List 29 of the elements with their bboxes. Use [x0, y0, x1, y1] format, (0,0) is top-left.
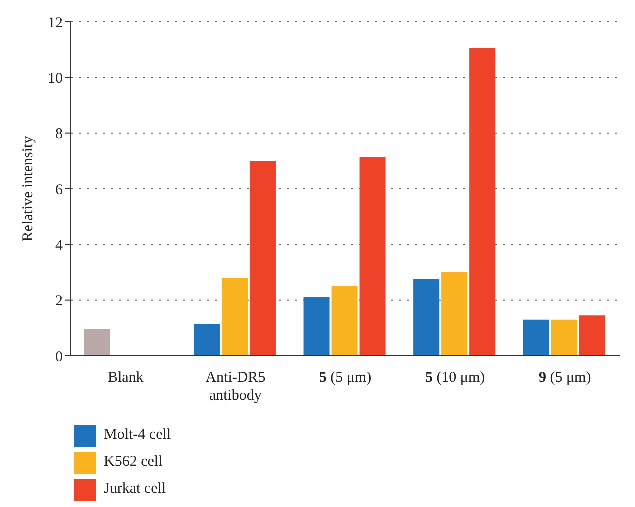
legend-label: Jurkat cell [104, 481, 166, 498]
x-tick-label: Blank [108, 370, 144, 386]
y-tick-label: 2 [56, 294, 63, 310]
bar [194, 324, 220, 356]
y-tick-label: 4 [56, 238, 64, 254]
bar [523, 320, 550, 356]
y-tick-label: 0 [56, 349, 63, 366]
x-tick-label: 5 (10 μm) [425, 370, 486, 386]
bar [222, 278, 248, 356]
bar [414, 279, 440, 356]
bar [470, 48, 496, 356]
bar [551, 320, 578, 356]
legend-label: K562 cell [104, 454, 163, 471]
bar [304, 298, 330, 356]
y-tick-label: 6 [56, 182, 64, 198]
x-tick-label: Anti-DR5 antibody [206, 370, 266, 404]
x-tick-label: 9 (5 μm) [539, 370, 592, 386]
bar [579, 316, 606, 356]
bar [360, 156, 386, 356]
bar [332, 286, 358, 356]
bar [442, 272, 468, 356]
bar [84, 330, 110, 356]
y-axis-title: Relative intensity [20, 136, 36, 242]
y-tick-label: 12 [48, 15, 63, 32]
legend-label: Molt-4 cell [104, 427, 172, 444]
bar [250, 161, 276, 356]
y-tick-label: 8 [56, 126, 63, 143]
x-tick-label: 5 (5 μm) [319, 370, 372, 386]
y-tick-label: 10 [48, 70, 63, 87]
